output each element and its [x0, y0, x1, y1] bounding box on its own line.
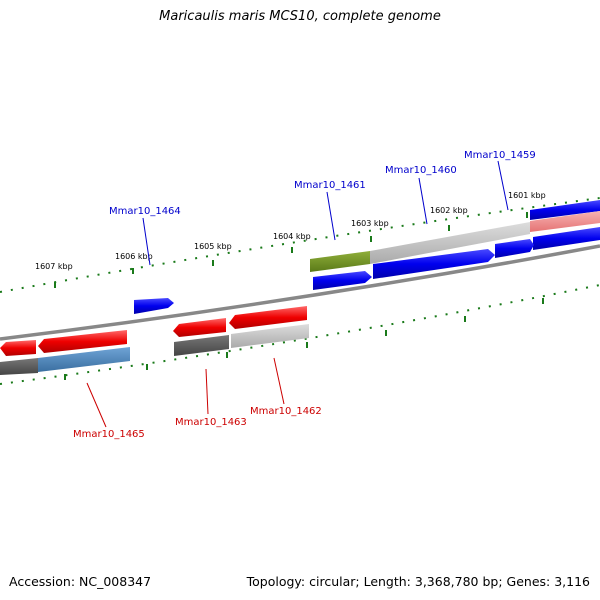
- gene-feature[interactable]: [38, 347, 130, 372]
- gene-feature[interactable]: [310, 251, 370, 272]
- scale-label-1601: 1601 kbp: [508, 191, 546, 200]
- scale-labels: 1601 kbp 1602 kbp 1603 kbp 1604 kbp 1605…: [35, 191, 546, 271]
- gene-feature[interactable]: [0, 358, 38, 375]
- reverse-gene-labels: Mmar10_1462 Mmar10_1463 Mmar10_1465: [73, 406, 322, 440]
- major-ticks-inner: [64, 298, 544, 380]
- gene-feature[interactable]: [533, 227, 600, 250]
- gene-feature[interactable]: [495, 239, 534, 258]
- gene-feature[interactable]: [530, 200, 600, 220]
- accession-text: Accession: NC_008347: [9, 574, 152, 589]
- gene-feature[interactable]: [174, 335, 229, 356]
- forward-callouts: [142, 160, 509, 266]
- gene-label-Mmar10_1461[interactable]: Mmar10_1461: [294, 180, 366, 191]
- forward-gene-track: [134, 200, 600, 314]
- gene-feature[interactable]: [313, 271, 372, 290]
- map-title: Maricaulis maris MCS10, complete genome: [159, 9, 441, 24]
- scale-label-1602: 1602 kbp: [430, 206, 468, 215]
- scale-label-1607: 1607 kbp: [35, 262, 73, 271]
- scale-label-1603: 1603 kbp: [351, 219, 389, 228]
- gene-label-Mmar10_1463[interactable]: Mmar10_1463: [175, 417, 247, 428]
- gene-label-Mmar10_1465[interactable]: Mmar10_1465: [73, 429, 145, 440]
- reverse-gene-track: [0, 306, 309, 375]
- gene-feature[interactable]: [530, 211, 600, 232]
- gene-feature[interactable]: [0, 340, 36, 356]
- gene-feature[interactable]: [229, 306, 307, 329]
- gene-label-Mmar10_1460[interactable]: Mmar10_1460: [385, 165, 457, 176]
- gene-feature[interactable]: [173, 318, 226, 337]
- gene-label-Mmar10_1464[interactable]: Mmar10_1464: [109, 206, 181, 217]
- genome-backbone: [0, 244, 600, 341]
- scale-label-1606: 1606 kbp: [115, 252, 153, 261]
- scale-label-1604: 1604 kbp: [273, 232, 311, 241]
- gene-feature[interactable]: [38, 330, 127, 353]
- gene-feature[interactable]: [231, 324, 309, 348]
- gene-label-Mmar10_1459[interactable]: Mmar10_1459: [464, 150, 536, 161]
- gene-feature[interactable]: [373, 249, 495, 279]
- gene-feature[interactable]: [134, 298, 174, 314]
- forward-gene-labels: Mmar10_1459 Mmar10_1460 Mmar10_1461 Mmar…: [109, 150, 536, 217]
- genome-summary-text: Topology: circular; Length: 3,368,780 bp…: [246, 574, 590, 589]
- scale-label-1605: 1605 kbp: [194, 242, 232, 251]
- reverse-callouts: [86, 357, 285, 428]
- gene-feature[interactable]: [370, 222, 530, 264]
- major-ticks-outer: [54, 212, 528, 288]
- gene-label-Mmar10_1462[interactable]: Mmar10_1462: [250, 406, 322, 417]
